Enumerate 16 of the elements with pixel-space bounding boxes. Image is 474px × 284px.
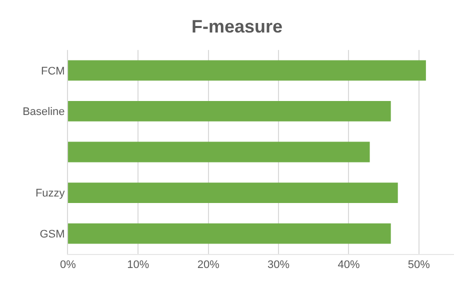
x-tick-label: 30%: [268, 259, 290, 272]
bar: [68, 101, 391, 122]
y-tick-label: GSM: [40, 228, 65, 240]
x-tick-label: 0%: [60, 259, 76, 272]
x-tick-label: 50%: [408, 259, 430, 272]
chart-title: F-measure: [191, 16, 283, 36]
bar: [68, 223, 391, 244]
y-tick-label: FCM: [40, 65, 65, 78]
y-tick-label: Baseline: [22, 106, 65, 118]
bar: [68, 60, 426, 81]
y-tick-label: Fuzzy: [35, 188, 66, 200]
bar: [68, 142, 370, 162]
x-tick-label: 20%: [197, 259, 220, 272]
x-tick-label: 10%: [127, 259, 150, 272]
bar: [68, 182, 398, 203]
x-tick-label: 40%: [338, 259, 360, 272]
